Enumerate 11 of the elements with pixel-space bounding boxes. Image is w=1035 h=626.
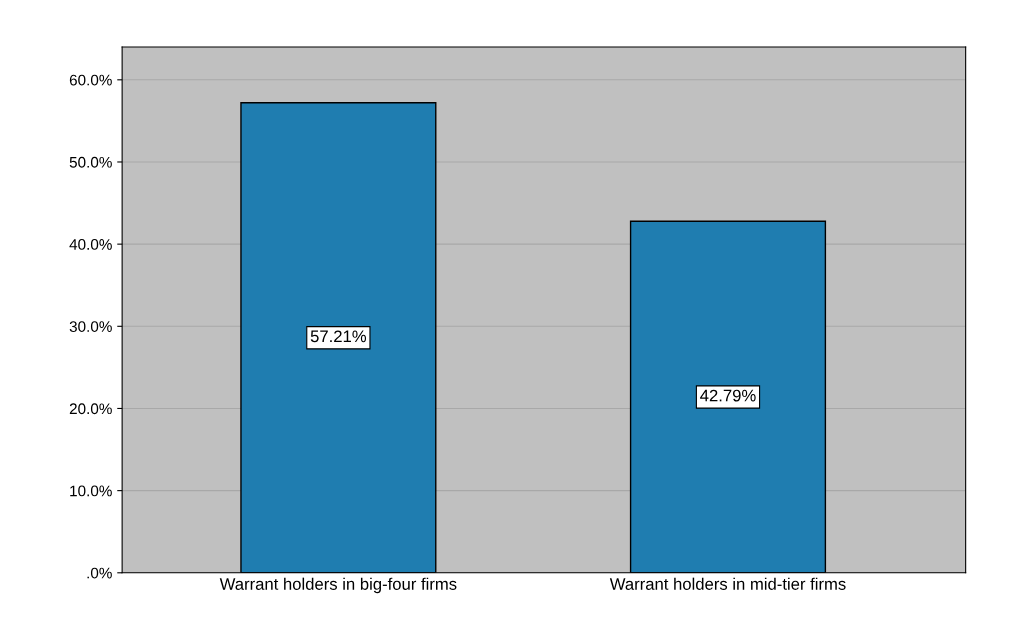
x-tick-label: Warrant holders in big-four firms [219, 577, 457, 594]
y-tick-label: 40.0% [69, 239, 112, 250]
x-tick-label: Warrant holders in mid-tier firms [609, 577, 846, 590]
data-label: 57.21% [310, 330, 367, 343]
y-tick-label: 50.0% [69, 156, 112, 168]
y-tick-label: 60.0% [69, 74, 112, 86]
y-tick-label: 30.0% [69, 321, 112, 332]
y-tick-label: 10.0% [70, 485, 112, 497]
y-tick-label: 20.0% [69, 403, 112, 415]
data-label: 42.79% [700, 389, 756, 402]
y-tick-label: .0% [87, 567, 112, 579]
